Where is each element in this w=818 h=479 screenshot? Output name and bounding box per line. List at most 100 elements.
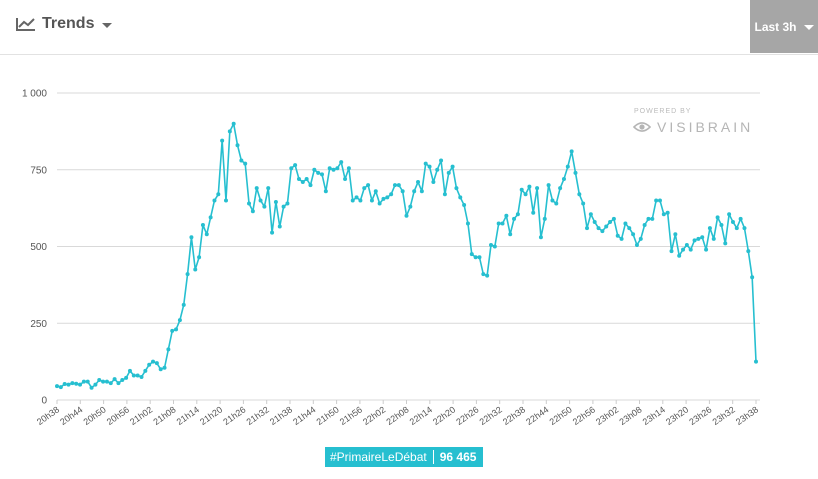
data-point[interactable] xyxy=(258,198,263,203)
data-point[interactable] xyxy=(266,186,271,191)
data-point[interactable] xyxy=(62,382,67,387)
data-point[interactable] xyxy=(281,204,286,209)
data-point[interactable] xyxy=(558,186,563,191)
data-point[interactable] xyxy=(634,242,639,247)
data-point[interactable] xyxy=(358,198,363,203)
data-point[interactable] xyxy=(354,195,359,200)
data-point[interactable] xyxy=(427,164,432,169)
data-point[interactable] xyxy=(654,198,659,203)
data-point[interactable] xyxy=(681,247,686,252)
data-point[interactable] xyxy=(631,232,636,237)
data-point[interactable] xyxy=(151,359,156,364)
data-point[interactable] xyxy=(135,373,140,378)
data-point[interactable] xyxy=(446,170,451,175)
data-point[interactable] xyxy=(504,213,509,218)
data-point[interactable] xyxy=(166,347,171,352)
data-point[interactable] xyxy=(362,186,367,191)
data-point[interactable] xyxy=(185,272,190,277)
data-point[interactable] xyxy=(550,198,555,203)
data-point[interactable] xyxy=(734,226,739,231)
data-point[interactable] xyxy=(754,359,758,364)
data-point[interactable] xyxy=(715,215,720,220)
data-point[interactable] xyxy=(481,272,486,277)
data-point[interactable] xyxy=(247,201,252,206)
data-point[interactable] xyxy=(262,204,267,209)
data-point[interactable] xyxy=(450,164,455,169)
data-point[interactable] xyxy=(89,385,94,390)
data-point[interactable] xyxy=(423,161,428,166)
data-point[interactable] xyxy=(623,221,628,226)
data-point[interactable] xyxy=(677,253,682,258)
data-point[interactable] xyxy=(273,199,278,204)
data-point[interactable] xyxy=(416,180,421,185)
data-point[interactable] xyxy=(604,224,609,229)
data-point[interactable] xyxy=(177,318,182,323)
data-point[interactable] xyxy=(469,252,474,257)
data-point[interactable] xyxy=(646,216,651,221)
data-point[interactable] xyxy=(181,302,186,307)
data-point[interactable] xyxy=(608,219,613,224)
data-point[interactable] xyxy=(477,255,482,260)
data-point[interactable] xyxy=(738,216,743,221)
data-point[interactable] xyxy=(500,221,505,226)
data-point[interactable] xyxy=(561,176,566,181)
data-point[interactable] xyxy=(277,224,282,229)
data-point[interactable] xyxy=(431,180,436,185)
data-point[interactable] xyxy=(108,381,113,386)
data-point[interactable] xyxy=(669,249,674,254)
data-point[interactable] xyxy=(465,221,470,226)
data-point[interactable] xyxy=(492,244,497,249)
data-point[interactable] xyxy=(197,255,202,260)
data-point[interactable] xyxy=(488,242,493,247)
data-point[interactable] xyxy=(750,275,755,280)
data-point[interactable] xyxy=(707,226,712,231)
data-point[interactable] xyxy=(592,219,597,224)
hashtag-badge[interactable]: #PrimaireLeDébat 96 465 xyxy=(325,447,484,467)
data-point[interactable] xyxy=(542,216,547,221)
data-point[interactable] xyxy=(400,189,405,194)
data-point[interactable] xyxy=(458,195,463,200)
data-point[interactable] xyxy=(189,235,194,240)
data-point[interactable] xyxy=(508,232,513,237)
data-point[interactable] xyxy=(535,186,540,191)
data-point[interactable] xyxy=(585,226,590,231)
data-point[interactable] xyxy=(627,226,632,231)
data-point[interactable] xyxy=(546,183,551,188)
data-point[interactable] xyxy=(485,273,490,278)
data-point[interactable] xyxy=(404,213,409,218)
data-point[interactable] xyxy=(174,327,179,332)
data-point[interactable] xyxy=(619,236,624,241)
data-point[interactable] xyxy=(296,176,301,181)
data-point[interactable] xyxy=(120,378,125,383)
data-point[interactable] xyxy=(554,201,559,206)
data-point[interactable] xyxy=(596,226,601,231)
data-point[interactable] xyxy=(193,267,198,272)
data-point[interactable] xyxy=(711,236,716,241)
data-point[interactable] xyxy=(719,223,724,228)
data-point[interactable] xyxy=(104,379,109,384)
data-point[interactable] xyxy=(412,189,417,194)
data-point[interactable] xyxy=(700,235,705,240)
trends-menu[interactable]: Trends xyxy=(16,15,113,33)
data-point[interactable] xyxy=(285,201,290,206)
data-point[interactable] xyxy=(208,215,213,220)
data-point[interactable] xyxy=(158,367,163,372)
data-point[interactable] xyxy=(243,161,248,166)
data-point[interactable] xyxy=(730,219,735,224)
data-point[interactable] xyxy=(312,167,317,172)
data-point[interactable] xyxy=(569,149,574,154)
data-point[interactable] xyxy=(220,138,225,143)
data-point[interactable] xyxy=(454,186,459,191)
data-point[interactable] xyxy=(250,209,255,214)
data-point[interactable] xyxy=(308,183,313,188)
data-point[interactable] xyxy=(81,379,86,384)
data-point[interactable] xyxy=(154,361,159,366)
data-point[interactable] xyxy=(131,373,136,378)
data-point[interactable] xyxy=(320,172,325,177)
data-point[interactable] xyxy=(112,377,117,382)
data-point[interactable] xyxy=(642,223,647,228)
data-point[interactable] xyxy=(289,166,294,171)
data-point[interactable] xyxy=(304,176,309,181)
data-point[interactable] xyxy=(512,216,517,221)
data-point[interactable] xyxy=(66,382,71,387)
